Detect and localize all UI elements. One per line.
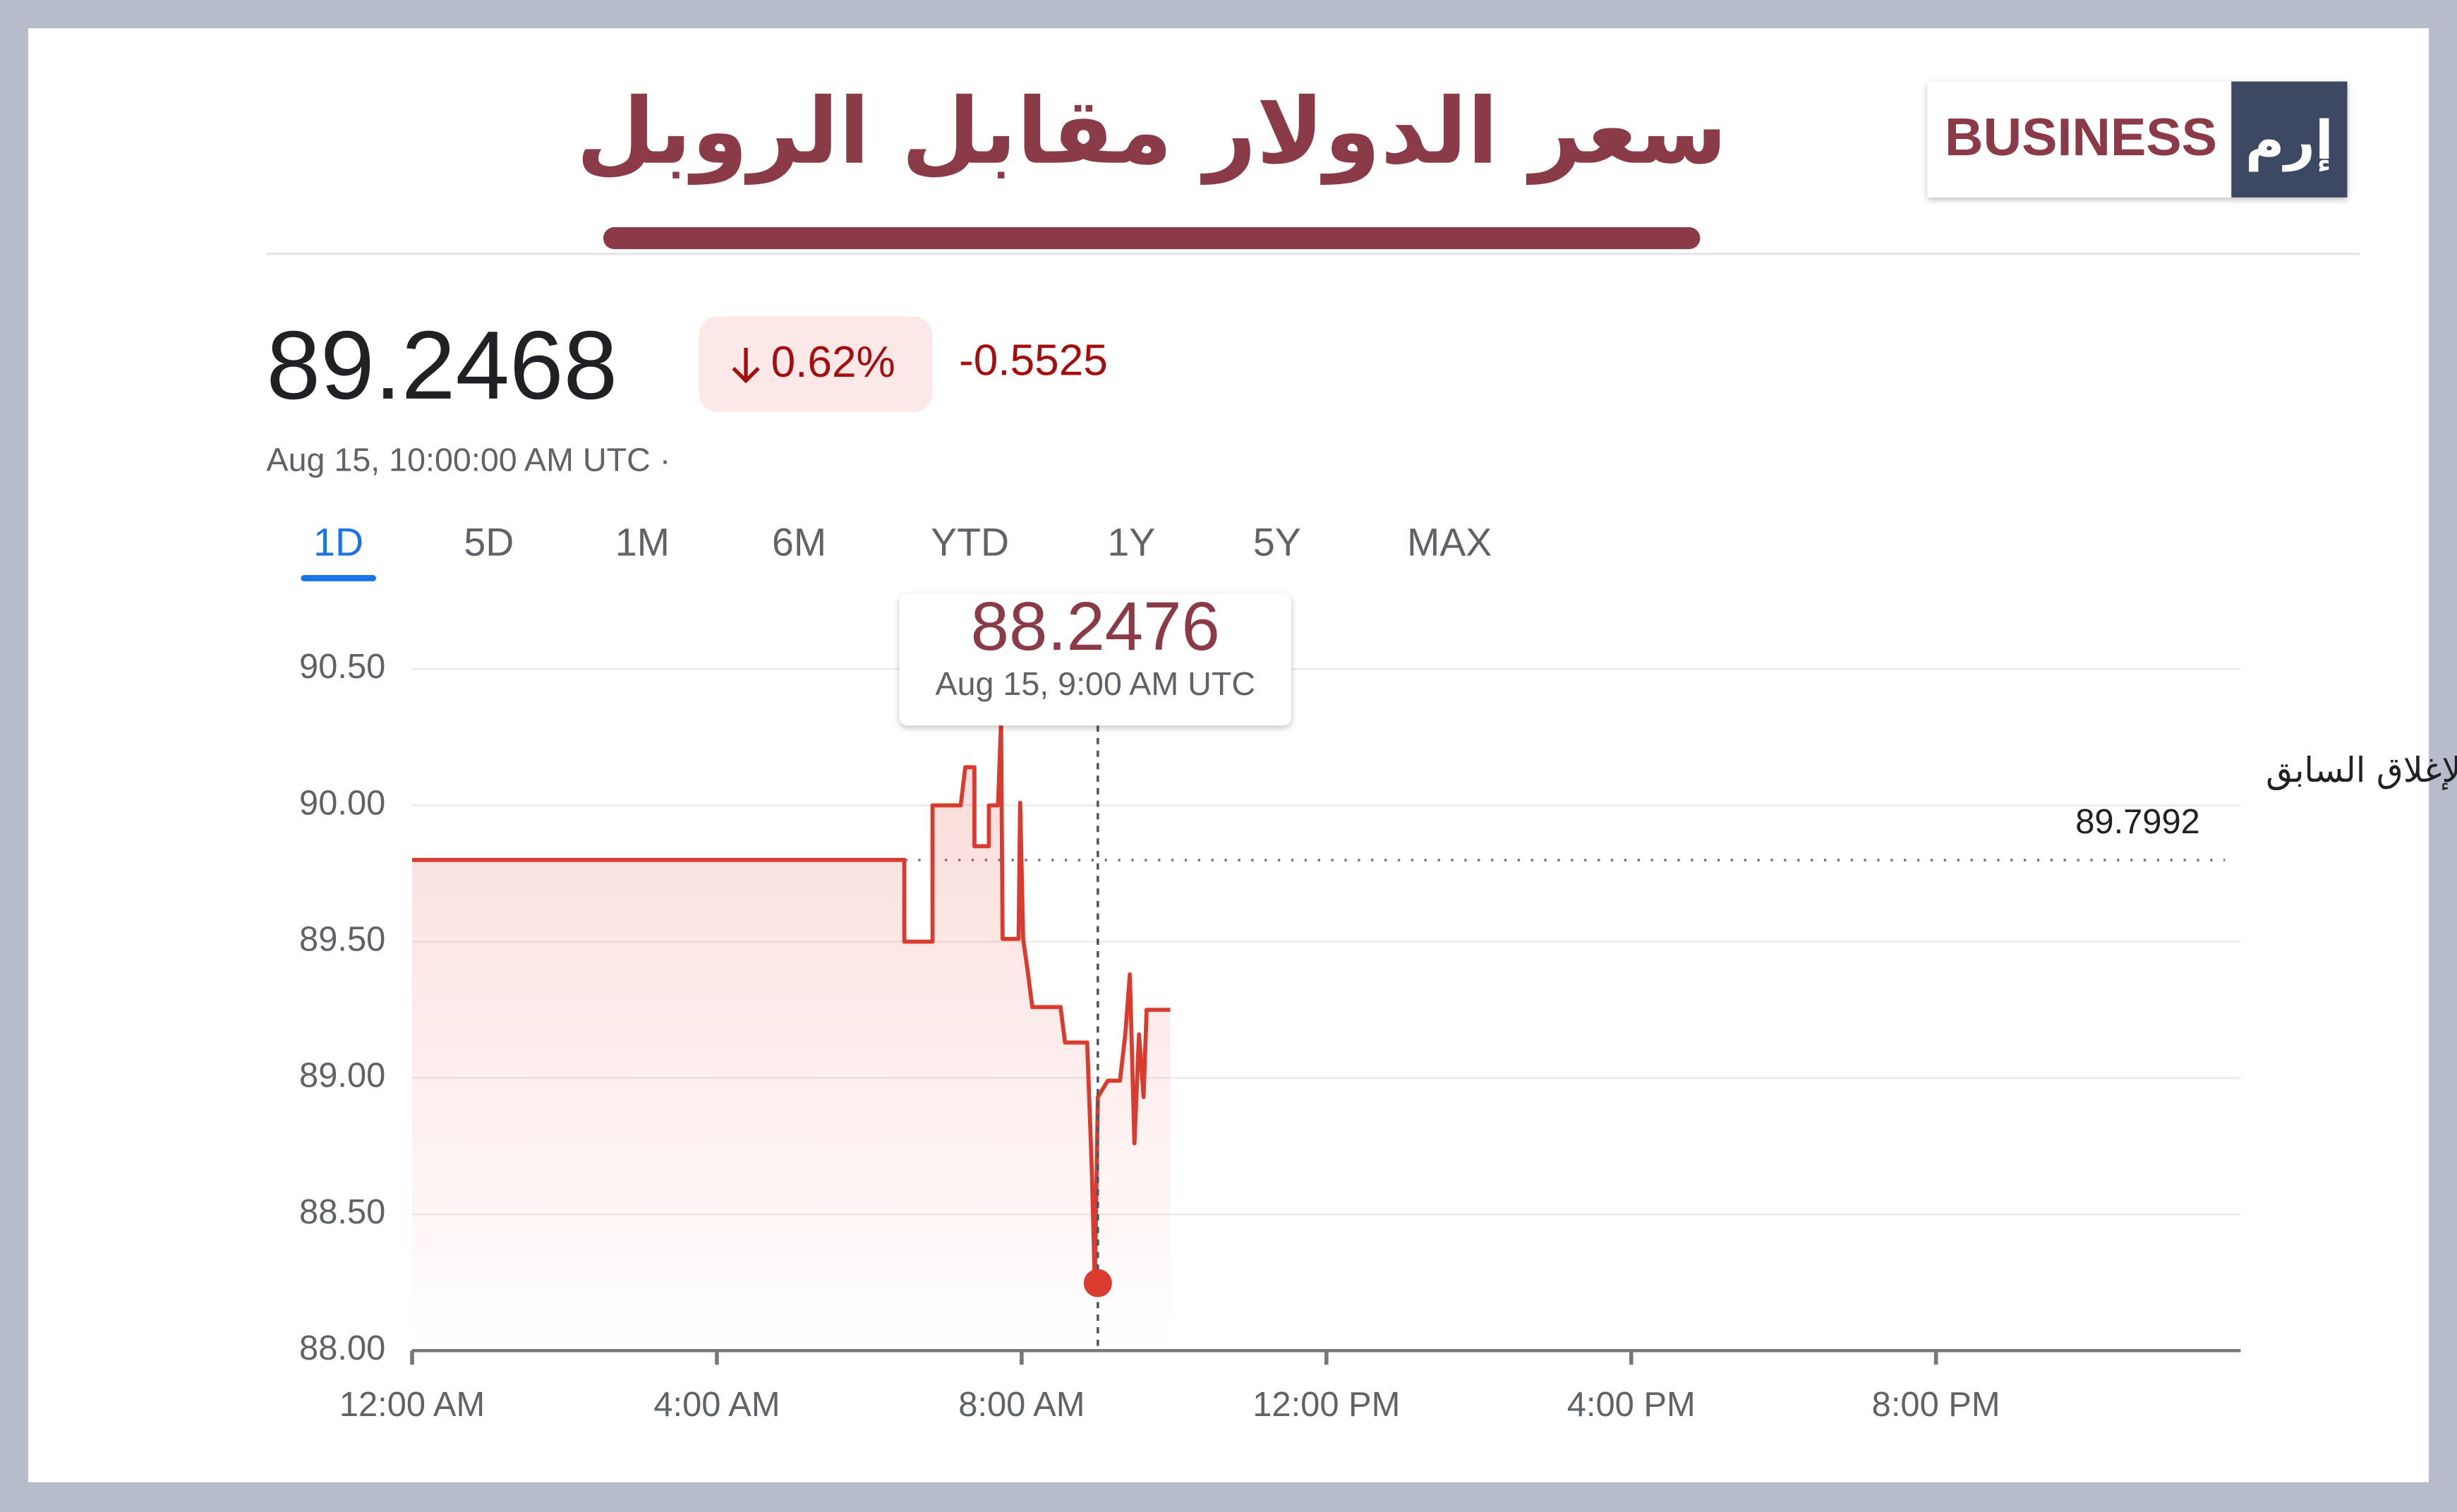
down-arrow — [732, 348, 760, 384]
area — [412, 720, 1171, 1351]
logo-mark-box — [2231, 81, 2348, 198]
change: -0.5525 — [959, 337, 1108, 385]
title: سعر الدولار مقابل الروبل — [576, 79, 1727, 186]
tab[interactable]: 1M — [615, 520, 670, 564]
previous-close-label: الإغلاق السابق — [2266, 750, 2457, 790]
change-percent: 0.62% — [771, 338, 895, 387]
timestamp: Aug 15, 10:00:00 AM UTC · — [267, 441, 671, 478]
previous-close-value: 89.7992 — [2075, 803, 2200, 841]
x-tick-label: 12:00 AM — [339, 1386, 485, 1424]
y-tick-label: 90.00 — [299, 784, 385, 822]
tab[interactable]: 5D — [464, 520, 514, 564]
tooltip-value: 88.2476 — [971, 588, 1220, 665]
y-tick-label: 88.00 — [299, 1329, 385, 1367]
x-tick-label: 4:00 PM — [1567, 1386, 1696, 1424]
title-underline — [603, 227, 1701, 250]
tab[interactable]: YTD — [931, 520, 1009, 564]
tabs: 1D 5D 1M 6M YTD 1Y 5Y MAX — [301, 520, 1492, 581]
x-tick-label: 8:00 PM — [1872, 1386, 2000, 1424]
tab[interactable]: 1Y — [1107, 520, 1155, 564]
tab[interactable]: 5Y — [1253, 520, 1301, 564]
logo-mark: إرم — [2245, 109, 2334, 172]
plot: 88.00 88.50 89.00 89.50 90.00 90.50 12:00 AM 4:… — [299, 588, 2457, 1424]
y-tick-label: 90.50 — [299, 648, 385, 686]
tooltip-label: Aug 15, 9:00 AM UTC — [935, 665, 1255, 702]
tooltip — [899, 593, 1291, 726]
price: 89.2468 — [267, 311, 618, 420]
change-badge — [699, 316, 933, 413]
tab[interactable]: 1D — [313, 520, 363, 564]
price-line — [412, 718, 1171, 1285]
y-tick-label: 89.00 — [299, 1057, 385, 1095]
x-tick-label: 12:00 PM — [1252, 1386, 1400, 1424]
logo-text: BUSINESS — [1945, 107, 2217, 167]
x-tick-label: 8:00 AM — [958, 1386, 1085, 1424]
highlight-dot — [1083, 1269, 1112, 1298]
y-tick-label: 89.50 — [299, 921, 385, 959]
tab-underline — [301, 575, 376, 581]
tab[interactable]: MAX — [1407, 520, 1492, 564]
tab[interactable]: 6M — [772, 520, 826, 564]
x-tick-label: 4:00 AM — [653, 1386, 780, 1424]
logo — [1927, 81, 2348, 198]
y-tick-label: 88.50 — [299, 1193, 385, 1231]
